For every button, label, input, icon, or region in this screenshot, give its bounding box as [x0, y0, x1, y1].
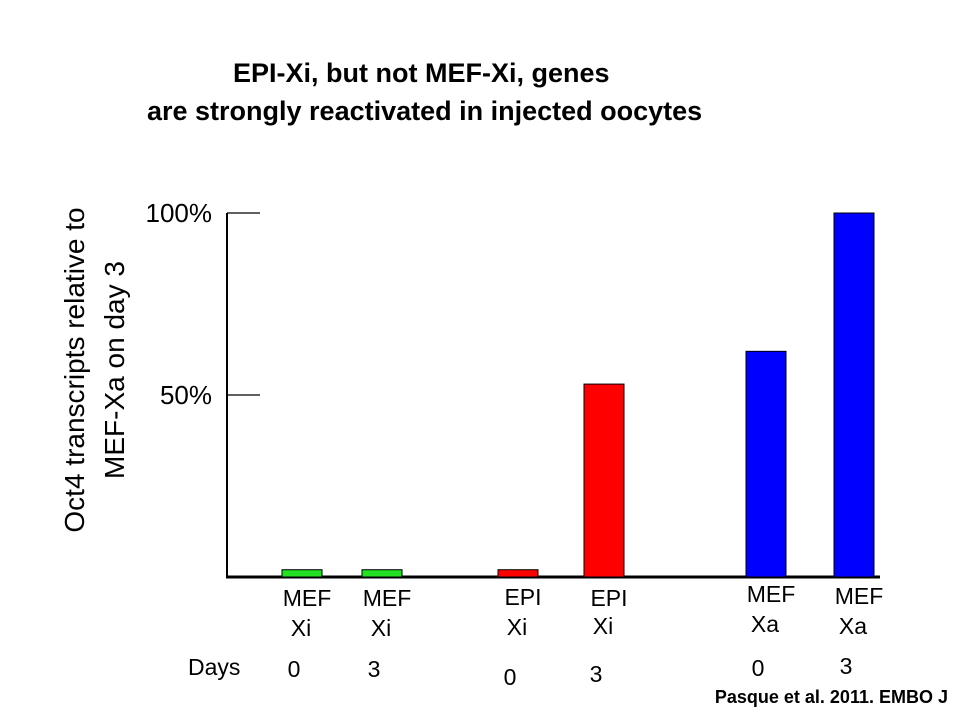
bar-category-label: EPI — [504, 584, 541, 610]
bar — [497, 569, 539, 578]
citation: Pasque et al. 2011. EMBO J — [714, 687, 948, 707]
bar-category-label: MEF — [747, 581, 796, 607]
y-axis-label: MEF-Xa on day 3 — [99, 261, 130, 479]
days-label: Days — [188, 654, 240, 680]
bar — [281, 569, 323, 578]
bar-day-label: 3 — [590, 661, 603, 687]
bar-subcategory-label: Xi — [507, 614, 527, 640]
bar-day-label: 0 — [288, 656, 301, 682]
bar-day-label: 0 — [504, 664, 517, 690]
bar — [833, 212, 875, 578]
bar — [583, 383, 625, 578]
bar-subcategory-label: Xi — [593, 613, 613, 639]
bar-category-label: MEF — [283, 585, 332, 611]
bar — [361, 569, 403, 578]
bar-category-label: MEF — [835, 583, 884, 609]
chart-title-line-2: are strongly reactivated in injected ooc… — [147, 96, 703, 126]
bar-category-label: EPI — [590, 585, 627, 611]
chart-title-line-1: EPI-Xi, but not MEF-Xi, genes — [233, 58, 610, 88]
bar-subcategory-label: Xa — [751, 611, 779, 637]
bar-category-label: MEF — [363, 585, 412, 611]
bar-day-label: 3 — [840, 653, 853, 679]
bar-day-label: 0 — [752, 655, 765, 681]
bar-subcategory-label: Xi — [291, 615, 311, 641]
y-axis-label: Oct4 transcripts relative to — [59, 207, 90, 532]
bar-subcategory-label: Xa — [839, 613, 867, 639]
bar-subcategory-label: Xi — [371, 615, 391, 641]
y-tick-label: 50% — [160, 380, 212, 410]
y-tick-label: 100% — [146, 198, 213, 228]
bar — [745, 350, 787, 578]
bar-day-label: 3 — [368, 656, 381, 682]
